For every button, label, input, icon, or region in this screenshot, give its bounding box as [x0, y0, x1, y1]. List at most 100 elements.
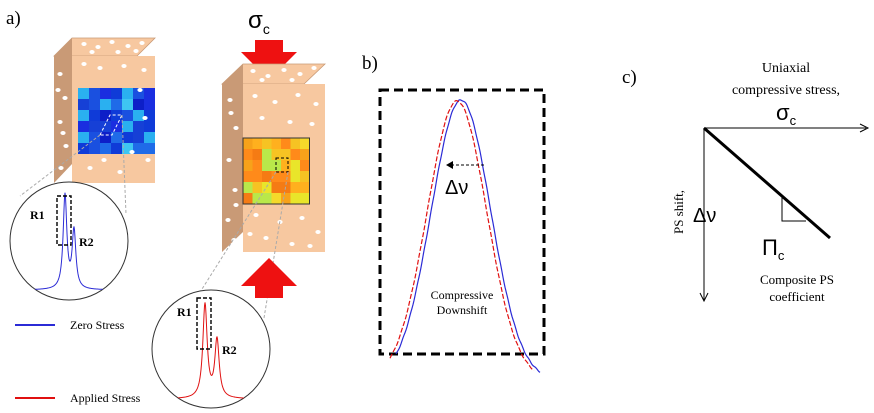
- slope-triangle: [781, 196, 806, 222]
- pores-block2: [225, 66, 321, 248]
- heatmap-cell: [144, 121, 155, 132]
- caption-line-2: Downshift: [437, 303, 488, 317]
- heatmap-cell: [243, 149, 253, 160]
- heatmap-cell: [78, 143, 89, 154]
- peak-label-r1: R1: [177, 305, 192, 319]
- heatmap-cell: [300, 138, 310, 149]
- x-title-line-2: compressive stress,: [732, 83, 840, 98]
- heatmap-cell: [290, 160, 300, 171]
- heatmap-cell: [271, 149, 281, 160]
- heatmap-cell: [100, 143, 111, 154]
- pore-dot: [226, 158, 232, 162]
- heatmap-cell: [111, 132, 122, 143]
- block1-side-face: [54, 38, 72, 183]
- shift-symbol: Δν: [445, 177, 468, 199]
- pore-dot: [109, 40, 115, 44]
- pore-dot: [297, 72, 303, 76]
- spectrum-inset-applied-stress: R1 R2: [151, 289, 271, 409]
- heatmap-cell: [122, 132, 133, 143]
- heatmap-cell: [243, 160, 253, 171]
- heatmap-cell: [271, 171, 281, 182]
- pore-dot: [101, 158, 107, 162]
- heatmap-cell: [78, 110, 89, 121]
- panel-b-frame: [378, 88, 546, 356]
- heatmap-cell: [290, 171, 300, 182]
- pore-dot: [252, 94, 258, 98]
- heatmap-cell: [290, 138, 300, 149]
- pore-dot: [129, 150, 135, 154]
- heatmap-cell: [262, 149, 272, 160]
- pore-dot: [289, 242, 295, 246]
- pore-dot: [228, 111, 234, 115]
- y-title: PS shift,: [671, 190, 686, 234]
- inset-box-block1: [99, 114, 123, 136]
- heatmap-cell: [133, 110, 144, 121]
- heatmap-cell: [262, 171, 272, 182]
- heatmap-cell: [111, 110, 122, 121]
- heatmap-cell: [78, 88, 89, 99]
- heatmap-cell: [290, 182, 300, 193]
- shift-arrowhead: [446, 161, 453, 169]
- heatmap-cell: [100, 88, 111, 99]
- pore-dot: [232, 188, 238, 192]
- pore-dot: [60, 131, 66, 135]
- pore-dot: [63, 144, 69, 148]
- pore-dot: [55, 88, 61, 92]
- heatmap-zero-stress: [78, 88, 155, 154]
- pore-dot: [289, 78, 295, 82]
- heatmap-cell: [300, 193, 310, 204]
- heatmap-cell: [281, 171, 291, 182]
- pore-dot: [307, 244, 313, 248]
- pore-dot: [259, 116, 265, 120]
- block-applied-stress: [196, 63, 326, 319]
- heatmap-cell: [281, 160, 291, 171]
- heatmap-cell: [122, 121, 133, 132]
- heatmap-cell: [100, 132, 111, 143]
- pore-dot: [142, 116, 148, 120]
- heatmap-cell: [300, 149, 310, 160]
- panel-a: a) R1 R2 σc: [6, 7, 326, 409]
- pore-dot: [145, 158, 151, 162]
- heatmap-cell: [144, 132, 155, 143]
- pore-dot: [309, 122, 315, 126]
- compression-arrow-top: [241, 40, 297, 80]
- heatmap-cell: [122, 110, 133, 121]
- pore-dot: [125, 44, 131, 48]
- heatmap-cell: [281, 193, 291, 204]
- heatmap-cell: [271, 138, 281, 149]
- peak-label-r1: R1: [30, 208, 45, 222]
- pore-dot: [115, 50, 121, 54]
- pores-block1: [55, 40, 151, 174]
- y-axis-arrowhead: [699, 292, 709, 303]
- pore-dot: [299, 216, 305, 220]
- heatmap-cell: [89, 132, 100, 143]
- heatmap-cell: [78, 121, 89, 132]
- pore-dot: [95, 45, 101, 49]
- slope-caption-line-1: Composite PS: [760, 272, 834, 287]
- caption-line-1: Compressive: [431, 288, 494, 302]
- panel-c: c) Uniaxial compressive stress, σc PS sh…: [622, 61, 870, 304]
- zoom-guide-line: [121, 114, 127, 215]
- peak-label-r2: R2: [79, 235, 94, 249]
- pore-dot: [250, 69, 256, 73]
- heatmap-cell: [252, 160, 262, 171]
- pore-dot: [263, 236, 269, 240]
- pore-dot: [137, 88, 143, 92]
- heatmap-cell: [100, 99, 111, 110]
- pore-dot: [117, 170, 123, 174]
- pore-dot: [281, 68, 287, 72]
- pore-dot: [233, 126, 239, 130]
- pore-dot: [81, 42, 87, 46]
- trend-line: [703, 126, 831, 240]
- pore-dot: [58, 166, 64, 170]
- heatmap-cell: [281, 138, 291, 149]
- pore-dot: [57, 120, 63, 124]
- heatmap-cell: [144, 88, 155, 99]
- heatmap-cell: [252, 182, 262, 193]
- heatmap-cell: [144, 110, 155, 121]
- pore-dot: [227, 98, 233, 102]
- sigma-symbol: σc: [248, 7, 270, 37]
- pore-dot: [141, 68, 147, 72]
- heatmap-cell: [133, 121, 144, 132]
- heatmap-cell: [78, 132, 89, 143]
